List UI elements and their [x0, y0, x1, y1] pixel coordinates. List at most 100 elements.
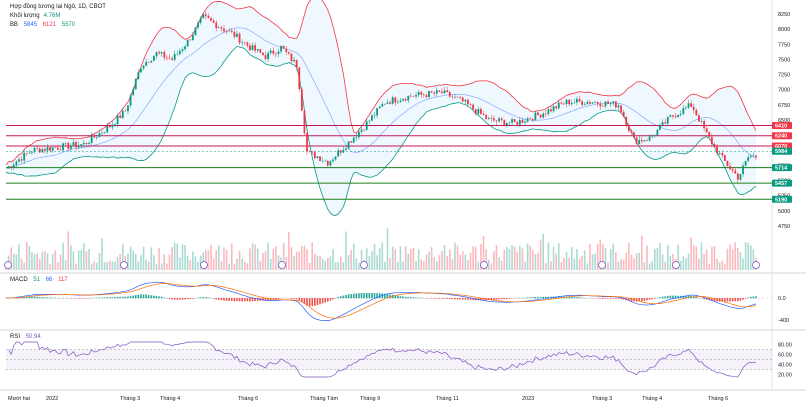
macd-histogram-bar — [651, 298, 653, 300]
volume-bar — [506, 247, 508, 270]
macd-histogram-bar — [345, 295, 347, 299]
macd-histogram-bar — [38, 297, 41, 299]
macd-histogram-bar — [542, 296, 544, 299]
candle-body — [498, 118, 500, 122]
macd-histogram-bar — [238, 298, 241, 302]
macd-histogram-bar — [724, 298, 726, 302]
volume-bar — [20, 258, 23, 270]
macd-histogram-bar — [352, 293, 355, 299]
volume-bar — [412, 247, 415, 270]
event-marker-icon[interactable] — [120, 261, 128, 269]
candle-body — [399, 100, 402, 103]
candle-body — [656, 129, 659, 136]
volume-bar — [456, 245, 459, 270]
candle-body — [448, 92, 451, 97]
candle-body — [661, 122, 664, 126]
event-marker-icon[interactable] — [4, 261, 12, 269]
candle-body — [111, 124, 114, 128]
candle-body — [560, 102, 563, 104]
bollinger-lower — [5, 45, 757, 216]
macd-histogram-bar — [456, 298, 459, 300]
candle-body — [365, 121, 368, 130]
volume-bar — [44, 251, 46, 270]
candle-body — [467, 99, 469, 105]
price-axis-label: 8250 — [778, 12, 790, 18]
volume-bar — [607, 262, 609, 270]
macd-histogram-bar — [103, 297, 106, 299]
volume-bar — [415, 261, 417, 270]
candle-body — [217, 27, 220, 29]
macd-histogram-bar — [737, 298, 739, 302]
macd-histogram-bar — [747, 297, 750, 299]
candle-body — [85, 142, 88, 145]
macd-value-1: 51 — [33, 277, 41, 283]
volume-bar — [64, 260, 67, 270]
volume-bar — [570, 247, 573, 270]
macd-signal-line — [6, 283, 757, 319]
volume-bar — [173, 242, 176, 270]
time-axis-label: Tháng Tám — [310, 396, 338, 402]
macd-histogram-bar — [256, 298, 259, 301]
candle-body — [54, 147, 57, 149]
event-marker-icon[interactable] — [480, 261, 488, 269]
volume-bar — [186, 255, 189, 270]
candle-body — [705, 128, 708, 133]
volume-bar — [394, 249, 397, 270]
candle-body — [516, 121, 519, 125]
volume-bar — [435, 261, 438, 270]
volume-bar — [243, 261, 246, 270]
candle-body — [531, 119, 534, 121]
event-marker-icon[interactable] — [752, 261, 760, 269]
volume-bar — [648, 263, 651, 270]
macd-histogram-bar — [121, 296, 124, 299]
macd-histogram-bar — [425, 298, 428, 299]
chart-title: Hợp đồng tương lai Ngô, 1D, CBOT — [10, 4, 106, 10]
macd-histogram-bar — [51, 297, 54, 299]
volume-bar — [36, 253, 38, 270]
macd-histogram-bar — [342, 295, 345, 299]
candle-body — [485, 115, 488, 119]
event-marker-icon[interactable] — [360, 261, 368, 269]
rsi-axis-label: 60.00 — [778, 353, 792, 359]
volume-bar — [350, 250, 352, 270]
volume-bar — [433, 257, 436, 270]
volume-bar — [49, 263, 51, 270]
volume-bar — [51, 253, 54, 270]
volume-bar — [472, 246, 474, 270]
event-marker-icon[interactable] — [598, 261, 606, 269]
candle-body — [550, 109, 552, 112]
volume-bar — [716, 258, 718, 270]
event-marker-icon[interactable] — [672, 261, 680, 269]
macd-histogram-bar — [233, 298, 236, 302]
event-marker-icon[interactable] — [200, 261, 208, 269]
macd-histogram-bar — [339, 296, 342, 299]
macd-histogram-bar — [163, 297, 166, 299]
candle-body — [352, 137, 355, 143]
candle-body — [90, 135, 93, 144]
macd-histogram-bar — [630, 298, 633, 301]
bb-upper-value: 6121 — [42, 22, 57, 28]
volume-bar — [147, 261, 150, 270]
macd-histogram-bar — [472, 298, 474, 301]
volume-bar — [526, 243, 529, 270]
candle-body — [171, 58, 173, 60]
volume-bar — [742, 258, 744, 270]
volume-bar — [223, 247, 225, 270]
candle-body — [703, 121, 705, 129]
candle-body — [625, 116, 628, 126]
candle-body — [391, 97, 394, 104]
macd-histogram-bar — [368, 293, 371, 299]
volume-bar — [664, 261, 666, 270]
macd-histogram-bar — [132, 295, 134, 299]
candle-body — [82, 142, 85, 145]
macd-value-3: 117 — [58, 277, 68, 283]
macd-histogram-bar — [106, 297, 109, 299]
candle-body — [155, 52, 158, 57]
macd-histogram-bar — [25, 296, 28, 299]
macd-histogram-bar — [96, 297, 98, 299]
macd-histogram-bar — [33, 296, 36, 299]
macd-histogram-bar — [101, 297, 103, 299]
candle-body — [464, 99, 467, 102]
event-marker-icon[interactable] — [278, 261, 286, 269]
